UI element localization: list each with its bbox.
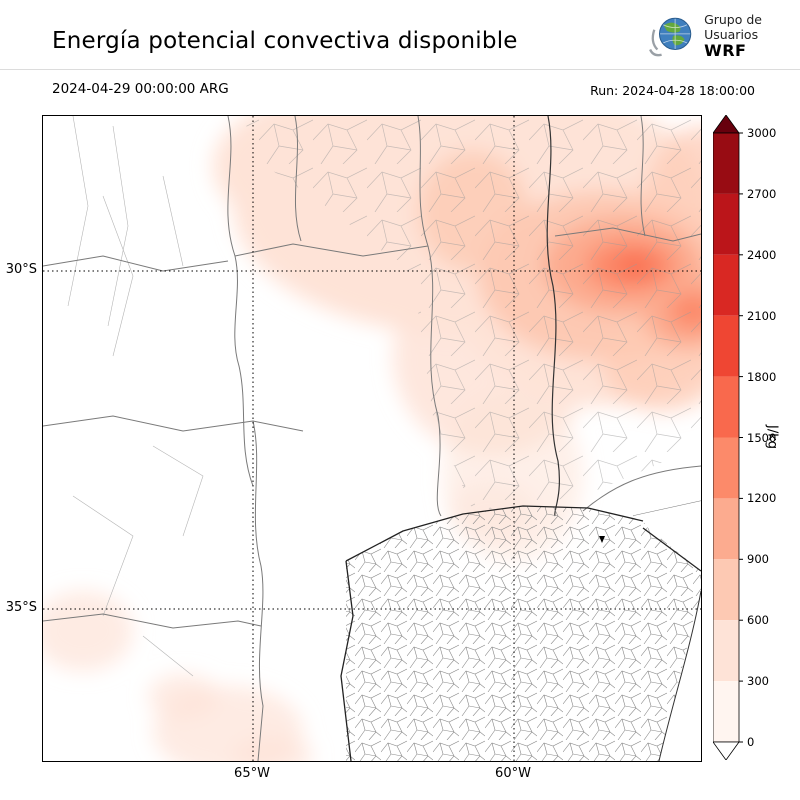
colorbar-tick-label: 2100 [747,309,777,323]
logo-text: Grupo de Usuarios WRF [704,12,762,61]
globe-outline [659,17,692,51]
globe-icon [649,17,692,57]
colorbar-tick-label: 2400 [747,248,777,262]
colorbar-tick-label: 3000 [747,126,777,140]
globe-graticule [659,18,691,50]
colorbar-under-arrow [712,741,740,761]
colorbar-over-arrow [712,114,740,134]
rio-de-la-plata [633,501,701,571]
department-boundaries-west [67,116,204,677]
cape-map [43,116,701,761]
graticule-layer [43,116,701,761]
page-title: Energía potencial convectiva disponible [52,28,518,54]
department-boundaries-buenosaires [346,506,701,761]
colorbar-tick-label: 1500 [747,431,777,445]
coastline [658,590,701,761]
lon-tick-60w: 60°W [495,766,531,781]
colorbar-tick-marks [739,132,743,743]
header-divider [0,69,800,70]
colorbar-tick-label: 900 [747,552,769,566]
logo-line2: Usuarios [704,26,759,42]
colorbar-tick-label: 0 [747,735,755,749]
colorbar-tick-label: 1200 [747,491,777,505]
colorbar-tick-label: 600 [747,613,769,627]
city-marker [599,536,605,543]
map-plot-area [42,115,702,762]
colorbar-unit-label: J/kg [764,425,780,449]
lat-tick-35s: 35°S [5,600,37,615]
colorbar-tick-label: 1800 [747,370,777,384]
colorbar-scale [712,114,743,761]
colorbar [712,114,745,761]
laurel-swirl [649,29,662,57]
main-province-boundary [546,116,560,517]
lon-tick-65w: 65°W [234,766,270,781]
wrf-logo: Grupo de Usuarios WRF [646,12,762,62]
lat-tick-30s: 30°S [5,262,37,277]
department-boundaries-north [243,116,701,511]
buenosaires-outline [340,505,701,761]
logo-line1: Grupo de [704,12,762,28]
logo-wrf: WRF [704,41,747,61]
colorbar-tick-label: 2700 [747,187,777,201]
run-time-label: Run: 2024-04-28 18:00:00 [590,83,755,98]
valid-time-label: 2024-04-29 00:00:00 ARG [52,81,229,97]
province-boundaries [43,116,701,761]
colorbar-tick-label: 300 [747,674,769,688]
